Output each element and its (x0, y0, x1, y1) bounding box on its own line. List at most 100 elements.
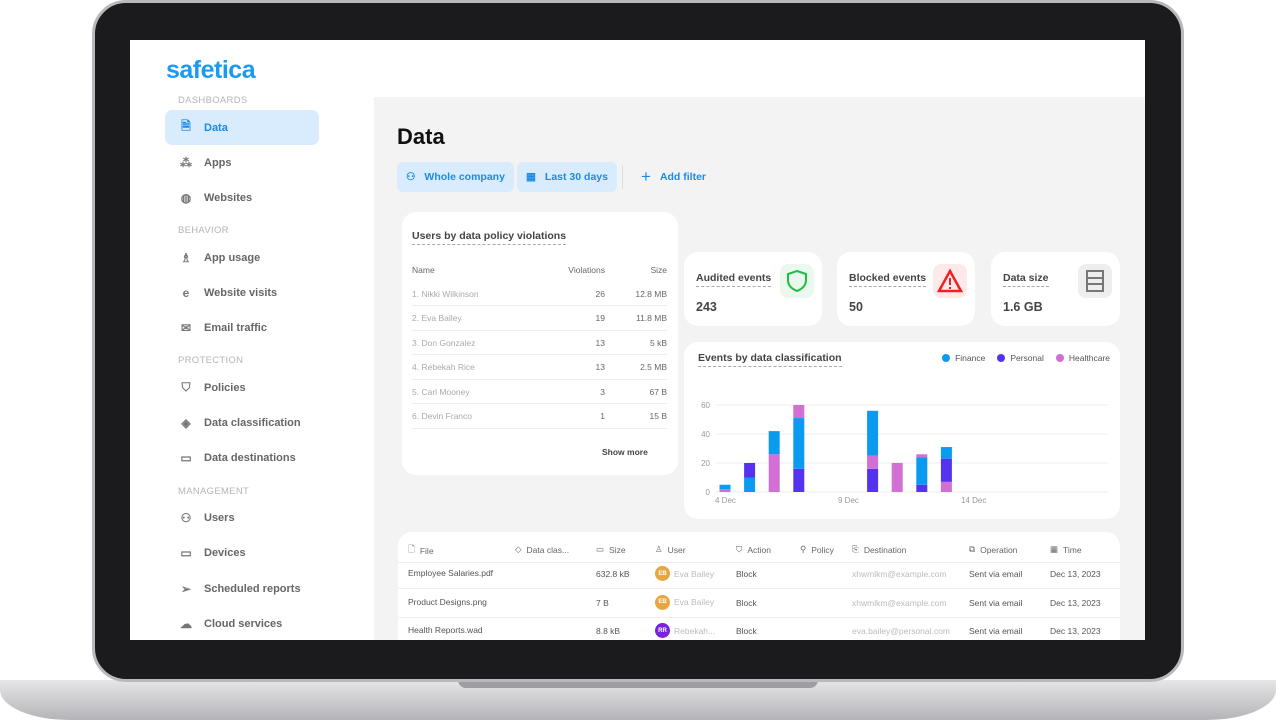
bar-segment-finance (744, 477, 756, 492)
kpi-value: 243 (696, 300, 717, 314)
bar-segment-healthcare (719, 489, 731, 492)
kpi-card[interactable]: Blocked events 50 (837, 252, 975, 326)
sidebar-item-website-visits[interactable]: e Website visits (165, 275, 319, 310)
legend-swatch (942, 354, 951, 362)
page-title: Data (397, 124, 445, 149)
devices-icon: ▭ (180, 545, 192, 560)
scope-filter-button[interactable]: ⚇ Whole company (397, 162, 514, 192)
sidebar-section-title: MANAGEMENT (178, 486, 250, 497)
kpi-card[interactable]: Audited events 243 (684, 252, 822, 326)
bar-segment-healthcare (768, 454, 780, 492)
sidebar-item-label: Devices (204, 546, 246, 559)
table-header: Name Violations Size (412, 265, 667, 275)
bar-segment-finance (940, 447, 952, 459)
sidebar-item-email-traffic[interactable]: ✉ Email traffic (165, 310, 319, 345)
briefcase-icon: ▭ (180, 450, 192, 465)
bar-segment-healthcare (891, 463, 903, 492)
sidebar-item-label: Data classification (204, 416, 301, 429)
bar-segment-finance (768, 431, 780, 455)
table-row[interactable]: 6. Devin Franco 1 15 B (412, 405, 667, 429)
sidebar-item-users[interactable]: ⚇ Users (165, 500, 319, 535)
apps-icon: ⁂ (180, 155, 192, 170)
column-header[interactable]: ⛉ Action (736, 544, 772, 555)
sidebar-item-label: Policies (204, 381, 246, 394)
column-icon: ♙ (655, 544, 663, 554)
bar-segment-finance (867, 410, 879, 456)
action: Block (736, 626, 757, 637)
action: Block (736, 569, 757, 579)
time: Dec 13, 2023 (1050, 597, 1101, 608)
add-filter-button[interactable]: + Add filter (641, 167, 707, 186)
user-cell: EB Eva Bailey (655, 566, 714, 581)
show-more-link[interactable]: Show more (602, 447, 648, 457)
sidebar-item-devices[interactable]: ▭ Devices (165, 535, 319, 570)
browser-e-icon: e (182, 285, 190, 300)
column-header[interactable]: ⚲ Policy (800, 544, 834, 555)
x-tick-label: 14 Dec (961, 496, 986, 505)
y-tick-label: 0 (706, 488, 711, 497)
tag-icon: ◈ (181, 415, 191, 430)
destination: eva.bailey@personal.com (852, 626, 950, 637)
column-header[interactable]: ▦ Time (1050, 544, 1082, 555)
operation: Sent via email (969, 626, 1023, 637)
sidebar-item-data[interactable]: 🗎 Data (165, 110, 319, 145)
sidebar-item-app-usage[interactable]: ♗ App usage (165, 240, 319, 275)
sidebar-item-label: Data (204, 121, 228, 134)
bar-segment-healthcare (916, 454, 928, 458)
cloud-icon: ☁ (180, 616, 192, 631)
table-row[interactable]: 4. Rebekah Rice 13 2.5 MB (412, 356, 667, 380)
app-screen: safetica DASHBOARDS 🗎 Data ⁂ Apps ◍ Websites BE… (130, 40, 1145, 640)
laptop-notch (458, 680, 818, 688)
table-row[interactable] (398, 590, 1120, 618)
file-name: Health Reports.wad (408, 625, 483, 636)
users-icon: ⚇ (180, 510, 192, 525)
sidebar-item-apps[interactable]: ⁂ Apps (165, 145, 319, 180)
sidebar-item-data-destinations[interactable]: ▭ Data destinations (165, 440, 319, 475)
column-icon: ⚲ (800, 544, 807, 554)
legend-item[interactable]: Finance (942, 353, 985, 363)
kpi-card[interactable]: Data size 1.6 GB (991, 252, 1120, 326)
sidebar-item-policies[interactable]: ⛉ Policies (165, 370, 319, 405)
table-row[interactable] (398, 561, 1120, 589)
bar-segment-personal (744, 463, 756, 478)
file-name: Product Designs.png (408, 596, 487, 607)
sidebar-item-websites[interactable]: ◍ Websites (165, 180, 319, 215)
avatar: RR (655, 623, 670, 639)
sidebar-item-cloud-services[interactable]: ☁ Cloud services (165, 606, 319, 640)
operation: Sent via email (969, 569, 1023, 579)
table-row[interactable]: 1. Nikki Wilkinson 26 12.8 MB (412, 282, 667, 306)
kpi-label: Blocked events (849, 272, 927, 287)
file-name: Employee Salaries.pdf (408, 568, 494, 578)
column-header[interactable]: ♙ User (655, 544, 686, 555)
shield-icon (780, 264, 814, 298)
column-icon: ▦ (1050, 544, 1059, 554)
sidebar-section-title: DASHBOARDS (178, 95, 248, 106)
legend-item[interactable]: Personal (997, 353, 1044, 363)
column-header[interactable]: 🗋 File (408, 544, 434, 556)
x-tick-label: 9 Dec (838, 496, 859, 505)
sidebar-item-data-classification[interactable]: ◈ Data classification (165, 405, 319, 440)
table-row[interactable]: 3. Don Gonzalez 13 5 kB (412, 331, 667, 355)
table-row[interactable]: 5. Carl Mooney 3 67 B (412, 380, 667, 404)
bar-segment-finance (719, 484, 731, 490)
file-size: 7 B (596, 597, 609, 608)
file-size: 8.8 kB (596, 626, 621, 637)
column-header[interactable]: ▭ Size (596, 544, 626, 555)
sidebar-item-scheduled-reports[interactable]: ➢ Scheduled reports (165, 571, 319, 606)
avatar: EB (655, 594, 670, 610)
legend-item[interactable]: Healthcare (1055, 353, 1110, 363)
period-filter-button[interactable]: ▦ Last 30 days (517, 162, 617, 192)
column-header[interactable]: ⎘ Destination (852, 544, 907, 555)
sidebar-item-label: Email traffic (204, 321, 267, 334)
action: Block (736, 597, 757, 608)
table-row[interactable]: 2. Eva Bailey 19 11.8 MB (412, 307, 667, 331)
user-cell: EB Eva Bailey (655, 594, 714, 610)
divider (398, 562, 1120, 563)
warning-icon (933, 264, 967, 298)
calendar-icon: ▦ (526, 171, 536, 183)
chess-piece-icon: ♗ (180, 250, 192, 265)
main-content: Data ⚇ Whole company ▦ Last 30 days + Add f… (374, 97, 1145, 640)
y-tick-label: 60 (701, 401, 710, 410)
column-header[interactable]: ◇ Data clas... (515, 544, 570, 555)
column-header[interactable]: ⧉ Operation (969, 544, 1018, 555)
